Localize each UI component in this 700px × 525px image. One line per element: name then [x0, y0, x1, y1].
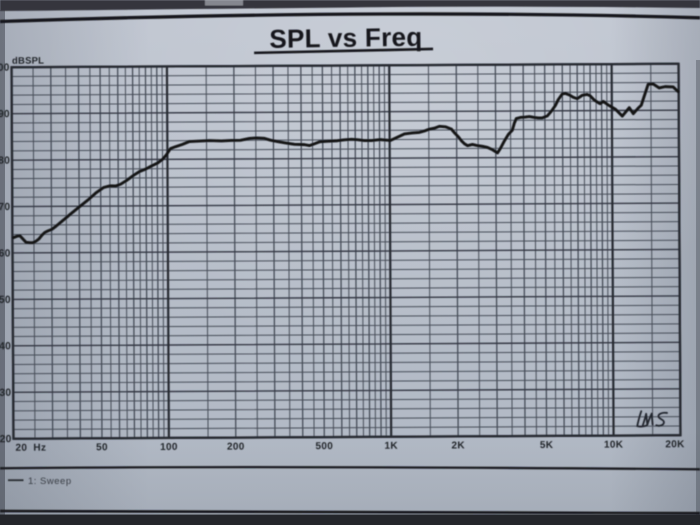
svg-text:20 Hz: 20 Hz	[16, 443, 47, 454]
svg-text:30: 30	[0, 388, 11, 399]
svg-text:1: Sweep: 1: Sweep	[28, 476, 72, 487]
svg-text:10K: 10K	[604, 440, 624, 451]
svg-text:2K: 2K	[452, 440, 466, 451]
svg-text:50: 50	[96, 442, 108, 453]
svg-text:70: 70	[0, 202, 10, 213]
svg-text:1K: 1K	[385, 441, 399, 452]
svg-text:60: 60	[0, 248, 11, 259]
svg-text:500: 500	[316, 441, 334, 452]
svg-text:20: 20	[0, 434, 12, 445]
svg-text:dBSPL: dBSPL	[12, 56, 44, 67]
svg-text:50: 50	[0, 295, 11, 306]
svg-text:5K: 5K	[540, 440, 554, 451]
svg-text:200: 200	[227, 442, 245, 453]
svg-text:80: 80	[0, 156, 10, 167]
svg-text:00: 00	[0, 63, 10, 74]
svg-text:40: 40	[0, 341, 11, 352]
svg-text:90: 90	[0, 109, 10, 120]
svg-text:100: 100	[160, 442, 178, 453]
svg-text:20K: 20K	[665, 439, 685, 450]
